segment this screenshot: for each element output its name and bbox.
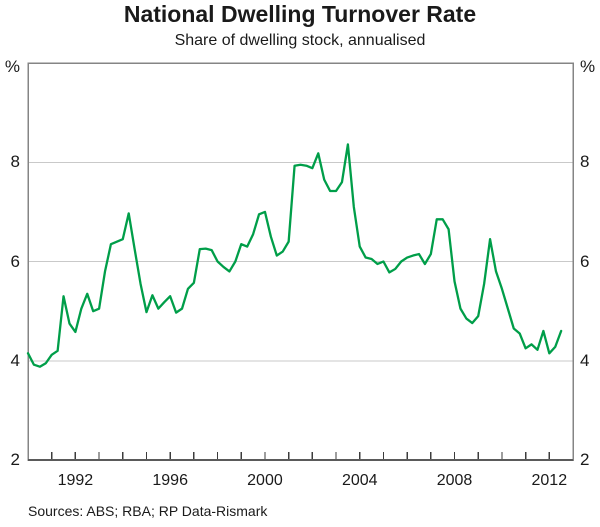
sources-note: Sources: ABS; RBA; RP Data-Rismark [28, 503, 268, 519]
x-tick-label: 2012 [531, 472, 568, 489]
y-axis-unit-left: % [4, 57, 20, 76]
chart-title: National Dwelling Turnover Rate [123, 1, 477, 27]
x-tick-label: 2004 [341, 472, 378, 489]
y-tick-label-right: 4 [580, 350, 590, 370]
y-tick-label-right: 2 [580, 450, 590, 469]
x-tick-label: 1992 [57, 472, 94, 489]
y-tick-label-left: 2 [10, 450, 20, 469]
chart-subtitle: Share of dwelling stock, annualised [174, 32, 426, 49]
y-tick-label-left: 8 [10, 152, 20, 172]
x-tick-label: 2000 [247, 472, 283, 489]
y-tick-label-left: 6 [10, 251, 20, 271]
x-tick-label: 1996 [152, 472, 188, 489]
turnover-rate-line [26, 143, 563, 368]
y-tick-label-left: 4 [10, 350, 20, 370]
y-tick-label-right: 6 [580, 251, 590, 271]
x-tick-label: 2008 [436, 472, 473, 489]
y-axis-unit-right: % [580, 57, 596, 76]
y-tick-label-right: 8 [580, 152, 590, 172]
